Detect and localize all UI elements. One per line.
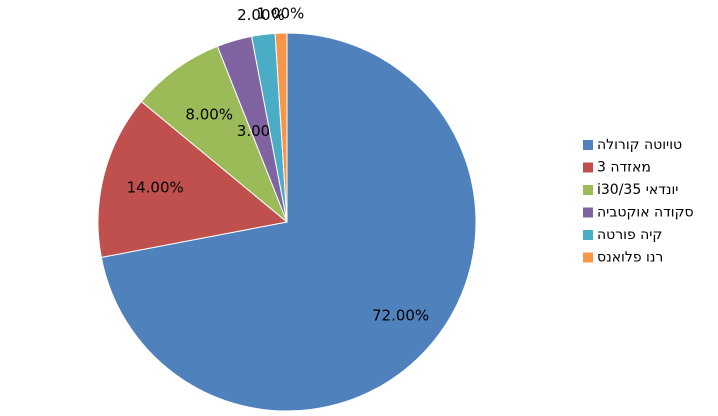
legend-marker	[583, 252, 593, 263]
legend-marker	[583, 185, 593, 195]
legend-marker	[583, 162, 593, 173]
data-label: 72.00%	[372, 306, 429, 324]
data-label: 2.00%	[237, 6, 285, 24]
legend-label: קיה פורטה	[597, 227, 662, 243]
legend-label: טויוטה קורולה	[597, 137, 682, 153]
legend-label: רנו פלואנס	[597, 250, 663, 266]
legend-marker	[583, 207, 593, 218]
data-label: 14.00%	[127, 179, 184, 197]
legend-label: מאזדה 3	[597, 160, 651, 176]
legend-label: סקודה אוקטביה	[597, 205, 694, 221]
pie-slice	[97, 100, 289, 258]
legend-label: יונדאי i30/35	[597, 182, 678, 198]
legend-marker	[583, 230, 593, 240]
data-label: 8.00%	[185, 105, 233, 123]
data-label: 1.00%	[257, 5, 305, 23]
pie-slice	[100, 32, 477, 412]
pie-slice	[140, 45, 288, 223]
pie-slice	[274, 32, 288, 223]
legend-marker	[583, 140, 593, 150]
